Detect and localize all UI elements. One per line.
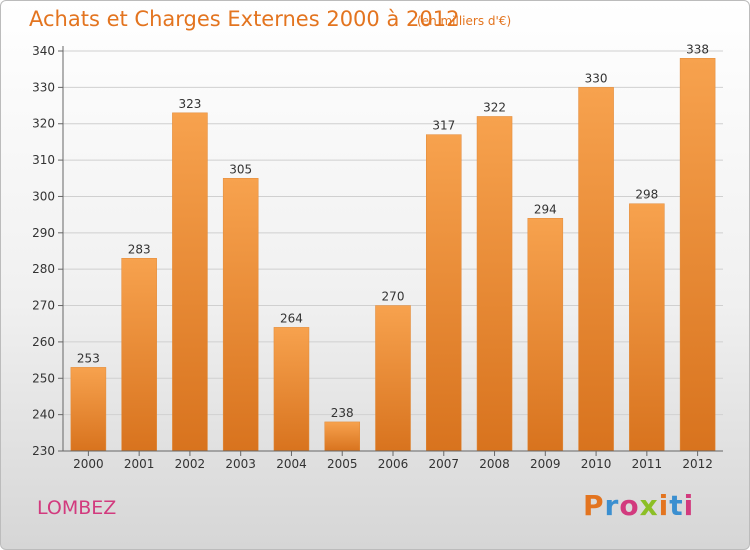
y-tick-label: 310 [32,153,55,167]
data-label-2000: 253 [77,351,100,365]
x-tick-label: 2001 [124,457,155,471]
bar-2000 [70,367,107,452]
bar-2003 [222,178,259,452]
bar-2007 [426,134,462,452]
x-tick-label: 2006 [378,457,409,471]
data-label-2008: 322 [483,100,506,114]
x-tick-label: 2011 [632,457,663,471]
y-tick-label: 340 [32,44,55,58]
x-axis-ticks: 2000 2001 2002 2003 2004 2005 2006 2007 2008 2009… [73,451,713,471]
x-tick-label: 2012 [682,457,713,471]
proxiti-logo: Proxiti [583,489,694,522]
data-labels: 253 283 323 305 264 238 270 317 322 294 330 298 338 [77,42,709,420]
x-tick-label: 2003 [225,457,256,471]
data-label-2010: 330 [585,71,608,85]
x-tick-label: 2008 [479,457,510,471]
data-label-2011: 298 [635,188,658,202]
data-label-2007: 317 [432,119,455,133]
logo-letter: i [658,489,670,522]
data-label-2001: 283 [128,242,151,256]
bar-2009 [527,218,564,452]
data-label-2006: 270 [382,290,405,304]
bar-2008 [476,116,513,452]
x-tick-label: 2010 [581,457,612,471]
bar-2002 [172,112,208,452]
bar-2010 [578,87,614,452]
y-tick-label: 230 [32,444,55,458]
y-tick-label: 250 [32,371,55,385]
y-tick-label: 300 [32,189,55,203]
data-label-2003: 305 [229,162,252,176]
bars [70,58,716,452]
data-label-2009: 294 [534,202,557,216]
logo-letter: i [683,489,695,522]
y-tick-label: 330 [32,80,55,94]
logo-letter: r [604,489,620,522]
logo-letter: o [619,489,640,522]
bar-2011 [629,203,665,452]
axes [62,46,723,452]
x-tick-label: 2002 [175,457,206,471]
x-tick-label: 2005 [327,457,358,471]
bar-2004 [273,327,310,452]
y-tick-label: 270 [32,299,55,313]
logo-letter: P [583,489,605,522]
place-name: LOMBEZ [37,497,117,519]
data-label-2004: 264 [280,311,303,325]
bar-2012 [679,58,716,452]
x-tick-label: 2000 [73,457,104,471]
y-tick-label: 240 [32,408,55,422]
y-tick-label: 290 [32,226,55,240]
chart-subtitle: (en milliers d'€) [417,14,512,28]
bar-2006 [375,305,411,452]
data-label-2002: 323 [178,97,201,111]
x-tick-label: 2007 [428,457,459,471]
y-axis-ticks: 230 240 250 260 270 280 290 300 310 320 330 340 [32,44,63,458]
logo-letter: t [669,489,684,522]
y-tick-label: 280 [32,262,55,276]
bar-2005 [324,421,360,452]
data-label-2005: 238 [331,406,354,420]
x-tick-label: 2009 [530,457,561,471]
y-tick-label: 260 [32,335,55,349]
y-tick-label: 320 [32,117,55,131]
chart-title: Achats et Charges Externes 2000 à 2012 [29,7,460,31]
logo-letter: x [639,489,659,522]
bar-2001 [121,258,157,452]
x-tick-label: 2004 [276,457,307,471]
data-label-2012: 338 [686,42,709,56]
